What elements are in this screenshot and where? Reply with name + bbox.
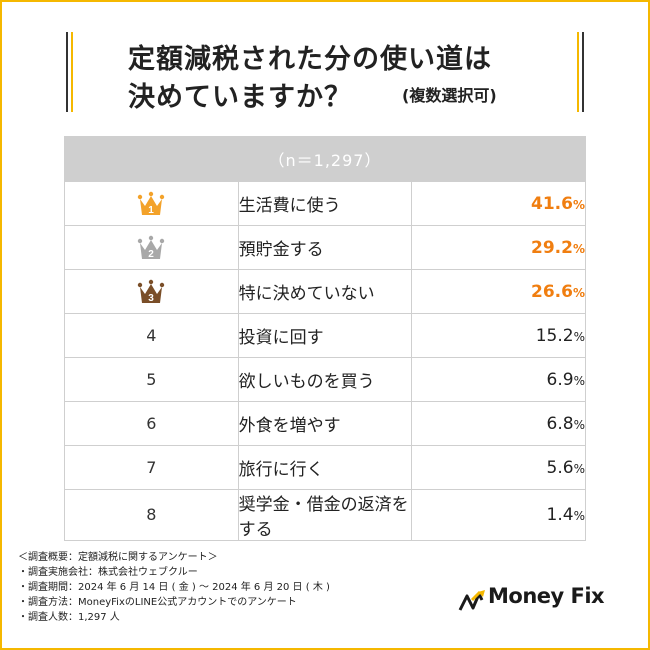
percentage-unit: % <box>572 197 585 212</box>
answer-percentage: 26.6% <box>411 269 586 314</box>
title-block: 定額減税された分の使い道は 決めていますか？ (複数選択可) <box>66 32 584 113</box>
footnote-company: ・調査実施会社：株式会社ウェブクルー <box>18 567 198 578</box>
percentage-value: 6.8 <box>546 413 574 434</box>
answer-percentage: 41.6% <box>411 181 586 226</box>
table-row: 8 奨学金・借金の返済をする 1.4% <box>64 489 586 541</box>
percentage-unit: % <box>573 417 585 432</box>
footnote-period: ・調査期間：2024 年 6 月 14 日 ( 金 ) 〜 2024 年 6 月… <box>18 582 330 593</box>
crown-icon: 3 <box>138 279 165 304</box>
rank-cell: 1 <box>64 181 239 226</box>
percentage-value: 6.9 <box>546 369 574 390</box>
rank-number: 6 <box>146 413 157 433</box>
footnote-overview: ＜調査概要：定額減税に関するアンケート＞ <box>18 552 218 563</box>
table-row: 5 欲しいものを買う 6.9% <box>64 357 586 402</box>
title-bracket-left <box>66 32 73 112</box>
percentage-value: 26.6 <box>531 281 573 302</box>
footnote-method: ・調査方法：MoneyFixのLINE公式アカウントでのアンケート <box>18 597 297 608</box>
percentage-unit: % <box>572 285 585 300</box>
crown-icon: 1 <box>138 191 165 216</box>
answer-percentage: 6.8% <box>411 401 586 446</box>
percentage-unit: % <box>573 461 585 476</box>
answer-label: 特に決めていない <box>237 269 413 314</box>
rank-cell: 2 <box>64 225 239 270</box>
percentage-value: 29.2 <box>531 237 573 258</box>
percentage-value: 5.6 <box>546 457 574 478</box>
answer-label: 旅行に行く <box>237 445 413 490</box>
answer-percentage: 1.4% <box>411 489 586 541</box>
rank-number: 8 <box>146 505 157 524</box>
table-row: 4 投資に回す 15.2% <box>64 313 586 358</box>
percentage-value: 41.6 <box>531 193 573 214</box>
moneyfix-logo: Money Fix <box>458 584 628 614</box>
rank-number: 5 <box>146 369 157 389</box>
rank-cell: 5 <box>64 357 239 402</box>
rank-cell: 8 <box>64 489 239 541</box>
results-table: （n＝1,297） 1 生活費に使う 41.6% 2 預貯金する 29.2% 3 特に決めてい… <box>64 136 586 541</box>
table-row: 1 生活費に使う 41.6% <box>64 181 586 226</box>
crown-icon: 2 <box>138 235 165 260</box>
rank-cell: 3 <box>64 269 239 314</box>
percentage-unit: % <box>573 373 585 388</box>
crown-rank-number: 1 <box>149 205 155 216</box>
logo-mark-icon <box>458 590 485 611</box>
percentage-unit: % <box>573 329 585 344</box>
answer-label: 奨学金・借金の返済をする <box>237 489 413 541</box>
table-row: 3 特に決めていない 26.6% <box>64 269 586 314</box>
answer-percentage: 5.6% <box>411 445 586 490</box>
answer-label: 欲しいものを買う <box>237 357 413 402</box>
footnote-respondents: ・調査人数：1,297 人 <box>18 612 120 623</box>
rank-cell: 6 <box>64 401 239 446</box>
answer-label: 外食を増やす <box>237 401 413 446</box>
sample-size-header: （n＝1,297） <box>64 136 586 182</box>
logo-text: Money Fix <box>488 584 605 608</box>
rank-number: 4 <box>146 325 157 345</box>
answer-label: 預貯金する <box>237 225 413 270</box>
rank-number: 7 <box>146 457 157 477</box>
table-row: 2 預貯金する 29.2% <box>64 225 586 270</box>
results-body: 1 生活費に使う 41.6% 2 預貯金する 29.2% 3 特に決めていない 26.6% 4 投資… <box>64 181 586 541</box>
percentage-unit: % <box>573 509 585 523</box>
rank-cell: 4 <box>64 313 239 358</box>
title-line-2: 決めていますか？ <box>128 82 352 113</box>
answer-percentage: 29.2% <box>411 225 586 270</box>
percentage-value: 15.2 <box>535 325 574 346</box>
table-header-row: （n＝1,297） <box>64 136 586 182</box>
answer-percentage: 15.2% <box>411 313 586 358</box>
table-row: 7 旅行に行く 5.6% <box>64 445 586 490</box>
crown-rank-number: 3 <box>149 293 155 304</box>
percentage-unit: % <box>572 241 585 256</box>
title-bracket-right <box>577 32 584 112</box>
survey-footnotes: ＜調査概要：定額減税に関するアンケート＞ ・調査実施会社：株式会社ウェブクルー … <box>18 550 330 625</box>
rank-cell: 7 <box>64 445 239 490</box>
title-note: (複数選択可) <box>402 86 497 105</box>
answer-label: 投資に回す <box>237 313 413 358</box>
answer-label: 生活費に使う <box>237 181 413 226</box>
percentage-value: 1.4 <box>546 505 574 525</box>
answer-percentage: 6.9% <box>411 357 586 402</box>
title-line-1: 定額減税された分の使い道は <box>128 44 492 75</box>
crown-rank-number: 2 <box>149 249 155 260</box>
table-row: 6 外食を増やす 6.8% <box>64 401 586 446</box>
